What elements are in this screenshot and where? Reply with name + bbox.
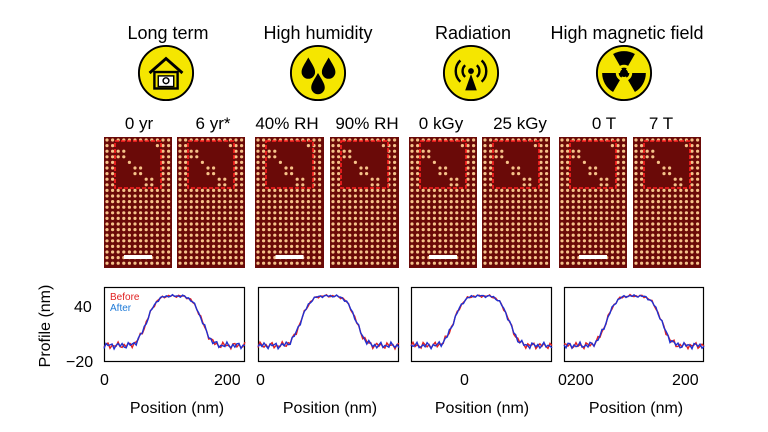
x-axis-label: Position (nm): [282, 400, 378, 417]
after-curve: [103, 293, 246, 351]
before-curve: [410, 293, 553, 351]
after-curve: [257, 294, 400, 351]
category-title-high-humidity: High humidity: [263, 23, 373, 43]
condition-label: 0 T: [591, 114, 617, 133]
condition-label: 40% RH: [255, 114, 319, 133]
scale-bar: [124, 255, 152, 259]
plot-legend: Before After: [110, 292, 139, 314]
afm-image-panel: [104, 137, 172, 268]
x-axis-label: Position (nm): [434, 400, 530, 417]
legend-after: After: [110, 303, 132, 314]
x-axis-label: Position (nm): [588, 400, 684, 417]
category-title-radiation: Radiation: [434, 23, 512, 43]
condition-label: 6 yr*: [195, 114, 231, 133]
afm-image-panel: [482, 137, 550, 268]
y-tick-label: 40: [74, 299, 92, 316]
house-icon: [137, 44, 195, 102]
scale-bar: [429, 255, 457, 259]
x-tick-label: 0: [460, 372, 469, 389]
afm-image-panel: [255, 137, 324, 268]
legend-before: Before: [110, 292, 140, 303]
afm-image-panel: [633, 137, 701, 268]
x-tick-label: 0: [256, 372, 265, 389]
y-tick-label: −20: [66, 354, 94, 371]
profile-plot: [257, 286, 400, 363]
profile-plot: [563, 286, 705, 363]
category-title-magnetic-field: High magnetic field: [550, 23, 704, 43]
profile-plot: [410, 286, 553, 363]
condition-label: 25 kGy: [493, 114, 547, 133]
radiation-antenna-icon: [442, 44, 500, 102]
before-curve: [563, 293, 705, 351]
x-tick-label: 200: [214, 372, 241, 389]
profile-plot: [103, 286, 246, 363]
afm-image-panel: [330, 137, 399, 268]
condition-label: 90% RH: [335, 114, 399, 133]
x-tick-label: 200: [672, 372, 699, 389]
x-axis-label: Position (nm): [129, 400, 225, 417]
scale-bar: [579, 255, 607, 259]
after-curve: [410, 294, 553, 351]
radiation-trefoil-icon: [595, 44, 653, 102]
x-tick-label: 0: [100, 372, 109, 389]
category-title-long-term: Long term: [127, 23, 209, 43]
water-drops-icon: [289, 44, 347, 102]
condition-label: 0 kGy: [418, 114, 464, 133]
condition-label: 0 yr: [124, 114, 154, 133]
afm-image-panel: [559, 137, 627, 268]
condition-label: 7 T: [648, 114, 674, 133]
x-tick-label: 0200: [558, 372, 594, 389]
afm-image-panel: [177, 137, 245, 268]
scale-bar: [275, 255, 304, 259]
y-axis-label: Profile (nm): [37, 284, 54, 368]
after-curve: [563, 294, 705, 351]
afm-image-panel: [409, 137, 477, 268]
